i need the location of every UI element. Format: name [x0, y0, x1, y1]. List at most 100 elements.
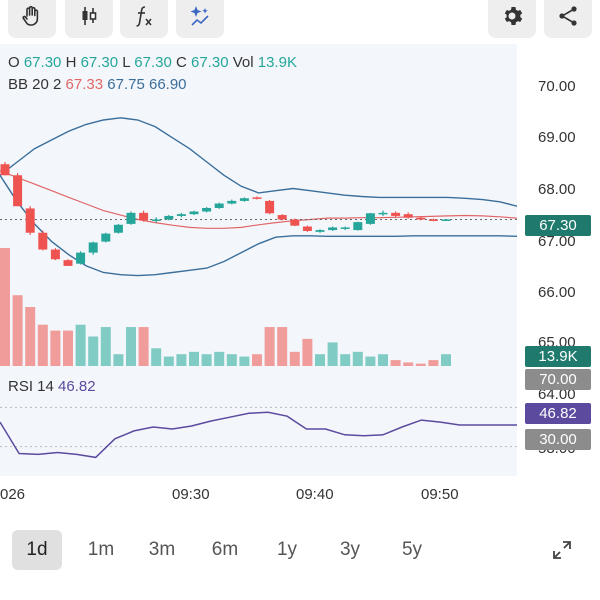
hand-icon: [22, 5, 39, 26]
time-tick: 09:40: [296, 486, 334, 503]
chart-plot-area[interactable]: [0, 44, 517, 476]
candle-body: [88, 242, 98, 253]
volume-bar: [302, 338, 313, 366]
candle-body: [151, 219, 161, 221]
share-button[interactable]: [544, 0, 592, 38]
rsi-lower-tag: 30.00: [525, 429, 591, 450]
range-1y[interactable]: 1y: [276, 539, 298, 560]
candle-body: [139, 212, 149, 221]
settings-button[interactable]: [488, 0, 536, 38]
drawing-tool-button[interactable]: [8, 0, 56, 38]
close-value: 67.30: [191, 54, 229, 71]
bb-upper-value: 67.33: [65, 76, 104, 93]
price-tick: 69.00: [538, 129, 576, 146]
volume-bar: [63, 330, 73, 366]
rsi-value: 46.82: [58, 378, 96, 395]
rsi-legend: RSI 14 46.82: [8, 378, 96, 395]
volume-bar: [415, 363, 426, 366]
expand-icon: [553, 541, 571, 559]
volume-bar: [428, 360, 439, 366]
bb-upper-line: [0, 117, 517, 207]
candle-body: [63, 260, 73, 266]
candle-body: [428, 219, 438, 221]
candle-body: [38, 232, 48, 250]
volume-bar: [340, 354, 351, 366]
volume-bar: [113, 354, 124, 366]
fullscreen-button[interactable]: [540, 530, 584, 570]
range-1d[interactable]: 1d: [12, 530, 62, 570]
volume-bar: [100, 327, 111, 366]
volume-bar: [176, 354, 187, 366]
volume-bar: [163, 356, 174, 366]
rsi-label: RSI 14: [8, 378, 54, 395]
sparkle-icon: [190, 6, 209, 26]
current-price-tag: 67.30: [525, 215, 591, 236]
range-3m[interactable]: 3m: [148, 539, 176, 560]
open-value: 67.30: [23, 54, 62, 71]
volume-bar: [201, 354, 212, 366]
volume-bar: [252, 354, 262, 366]
volume-bar: [25, 307, 36, 366]
range-selector: 1d 1m 3m 6m 1y 3y 5y: [0, 522, 600, 578]
price-chart[interactable]: [0, 44, 517, 476]
chart-type-button[interactable]: [65, 0, 113, 38]
open-label: O: [8, 54, 20, 71]
range-1m[interactable]: 1m: [87, 539, 115, 560]
price-tick: 70.00: [538, 78, 576, 95]
high-value: 67.30: [80, 54, 119, 71]
volume-bar: [441, 354, 451, 366]
volume-bar: [352, 351, 363, 366]
volume-value: 13.9K: [257, 54, 297, 71]
candle-body: [0, 164, 10, 176]
candlestick-icon: [82, 7, 97, 25]
volume-bar: [365, 356, 376, 366]
insights-button[interactable]: [176, 0, 224, 38]
candle-body: [227, 200, 237, 204]
candle-body: [202, 207, 212, 212]
ohlc-legend: O 67.30 H 67.30 L 67.30 C 67.30 Vol 13.9…: [8, 54, 297, 71]
candle-body: [353, 222, 363, 231]
low-value: 67.30: [134, 54, 172, 71]
time-tick: 09:30: [172, 486, 210, 503]
candle-body: [315, 230, 325, 232]
candle-body: [252, 197, 262, 199]
price-tick: 67.00: [538, 233, 576, 250]
candle-body: [302, 226, 312, 231]
candle-body: [113, 224, 123, 233]
candle-body: [441, 219, 451, 221]
candle-body: [239, 198, 249, 201]
candle-body: [416, 217, 426, 220]
volume-bar: [138, 327, 149, 366]
volume-bar: [403, 362, 414, 366]
gear-icon: [504, 7, 523, 25]
candle-body: [25, 208, 35, 233]
candle-body: [189, 211, 199, 215]
time-tick: 09:50: [421, 486, 459, 503]
candle-body: [265, 200, 275, 214]
volume-bar: [88, 336, 99, 366]
candle-body: [164, 215, 174, 220]
range-3y[interactable]: 3y: [339, 539, 361, 560]
candle-body: [76, 252, 86, 264]
volume-bar: [37, 324, 48, 366]
high-label: H: [65, 54, 77, 71]
chart-toolbar: [0, 0, 600, 44]
candle-body: [378, 212, 388, 215]
candle-body: [328, 227, 338, 231]
bb-legend: BB 20 2 67.33 67.75 66.90: [8, 76, 187, 93]
volume-bar: [75, 324, 86, 366]
low-label: L: [122, 54, 131, 71]
volume-tag: 13.9K: [525, 346, 591, 367]
volume-bar: [315, 354, 325, 366]
price-tick: 66.00: [538, 284, 576, 301]
volume-bar: [189, 351, 199, 366]
candle-body: [214, 203, 224, 208]
close-label: C: [175, 54, 187, 71]
rsi-upper-tag: 70.00: [525, 369, 591, 390]
range-5y[interactable]: 5y: [401, 539, 423, 560]
range-6m[interactable]: 6m: [211, 539, 239, 560]
volume-bar: [277, 327, 288, 366]
price-tick: 68.00: [538, 181, 576, 198]
rsi-value-tag: 46.82: [525, 403, 591, 424]
indicators-button[interactable]: [120, 0, 168, 38]
